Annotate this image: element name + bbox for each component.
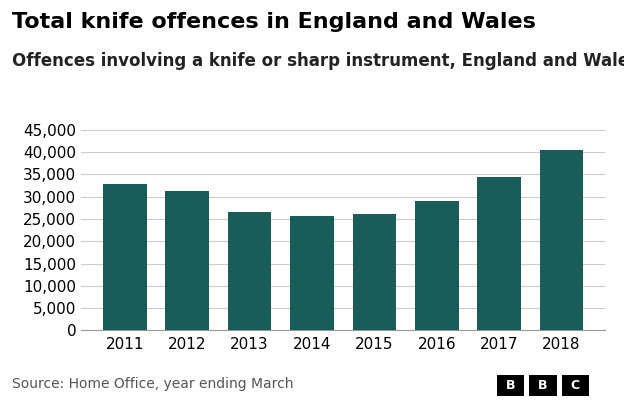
Bar	[353, 214, 396, 330]
Bar	[540, 150, 583, 330]
Text: B: B	[538, 379, 548, 392]
Bar	[290, 216, 334, 330]
Text: Offences involving a knife or sharp instrument, England and Wales: Offences involving a knife or sharp inst…	[12, 52, 624, 71]
FancyBboxPatch shape	[562, 375, 589, 396]
FancyBboxPatch shape	[529, 375, 557, 396]
Bar	[165, 191, 209, 330]
Bar	[228, 212, 271, 330]
Bar	[477, 177, 521, 330]
Text: C: C	[571, 379, 580, 392]
Bar	[415, 201, 459, 330]
Text: B: B	[505, 379, 515, 392]
Text: Source: Home Office, year ending March: Source: Home Office, year ending March	[12, 377, 294, 391]
Text: Total knife offences in England and Wales: Total knife offences in England and Wale…	[12, 12, 537, 32]
FancyBboxPatch shape	[497, 375, 524, 396]
Bar	[103, 184, 147, 330]
